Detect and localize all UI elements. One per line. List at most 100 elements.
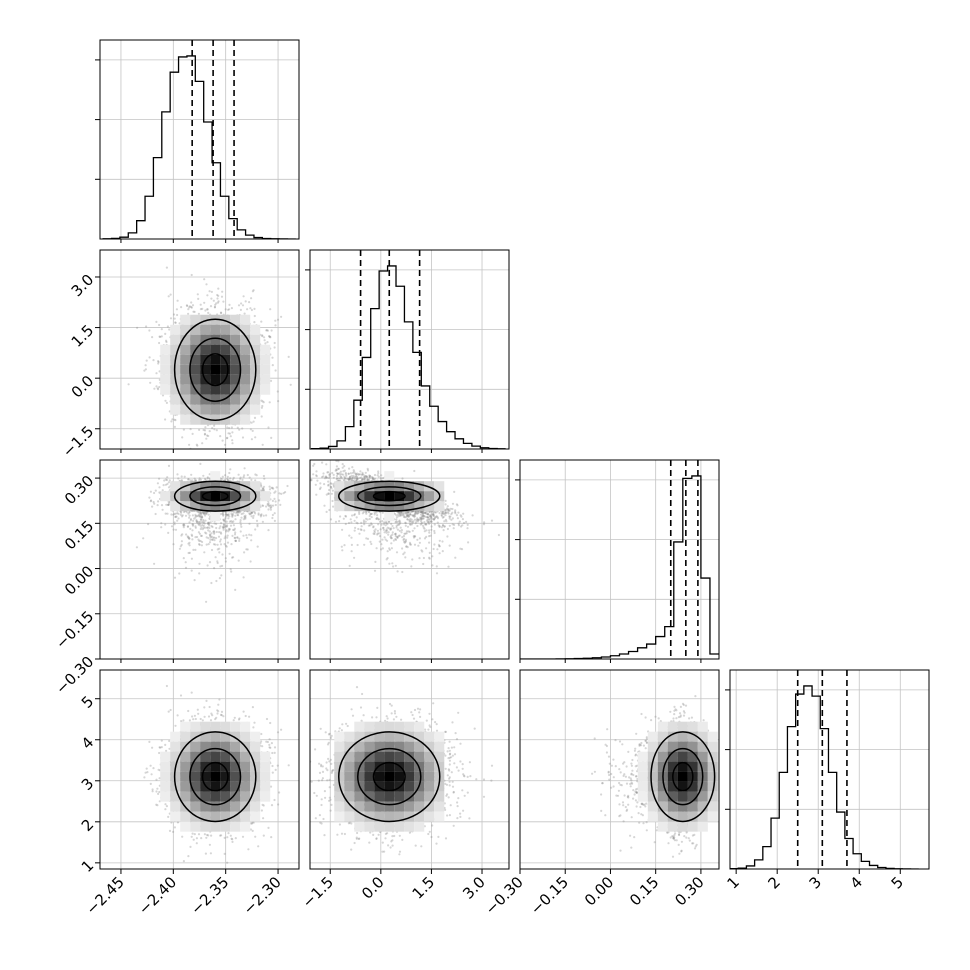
scatter-point: [228, 528, 231, 531]
scatter-point: [153, 502, 156, 505]
scatter-point: [216, 301, 220, 304]
scatter-point: [213, 567, 216, 570]
scatter-point: [148, 496, 151, 499]
scatter-point: [230, 570, 233, 573]
scatter-point: [229, 568, 232, 571]
histogram-bars: [311, 265, 506, 449]
scatter-point: [154, 512, 157, 516]
scatter-point: [256, 525, 259, 528]
scatter-point: [222, 513, 225, 516]
scatter-point: [198, 543, 201, 546]
scatter-point: [176, 313, 179, 317]
scatter-point: [201, 516, 204, 519]
scatter-point: [187, 478, 190, 481]
scatter-point: [191, 523, 194, 526]
scatter-point: [182, 523, 185, 526]
scatter-point: [246, 548, 249, 551]
scatter-point: [192, 310, 195, 313]
scatter-point: [165, 401, 168, 404]
scatter-point: [200, 452, 202, 454]
scatter-point: [270, 329, 273, 332]
density-cell: [240, 404, 251, 415]
scatter-point: [173, 512, 176, 516]
density-cell: [230, 404, 241, 415]
density-cell: [230, 414, 241, 425]
scatter-point: [188, 541, 191, 544]
scatter-point: [231, 431, 234, 434]
scatter-point: [251, 511, 254, 514]
scatter-point: [199, 308, 202, 311]
scatter-point: [251, 290, 254, 293]
scatter-point: [165, 266, 168, 269]
scatter-point: [158, 341, 161, 345]
scatter-point: [164, 418, 167, 421]
density-cell: [200, 334, 211, 345]
scatter-point: [167, 486, 171, 489]
scatter-point: [154, 489, 157, 492]
density-cell: [240, 414, 251, 425]
scatter-point: [158, 370, 161, 373]
scatter-point: [226, 436, 229, 439]
scatter-point: [242, 576, 245, 579]
scatter-point: [174, 419, 177, 422]
scatter-point: [143, 369, 146, 372]
scatter-point: [286, 484, 289, 488]
density-cell: [240, 354, 251, 365]
density-cell: [250, 334, 261, 345]
density-cell: [180, 324, 191, 335]
density-cell: [240, 384, 251, 395]
histogram-panel-0: [95, 39, 300, 243]
scatter-point: [215, 526, 218, 530]
scatter-point: [197, 531, 200, 534]
scatter-point: [239, 477, 242, 480]
scatter-point: [216, 543, 219, 546]
scatter-point: [152, 500, 155, 504]
scatter-point: [208, 430, 211, 433]
scatter-point: [233, 536, 236, 540]
scatter-point: [164, 478, 167, 481]
scatter-point: [145, 325, 148, 328]
density-cell: [190, 404, 201, 415]
scatter-point: [273, 346, 276, 349]
density-cell: [180, 374, 191, 385]
density-cell: [190, 324, 201, 335]
density-cell: [210, 344, 221, 355]
scatter-point: [205, 283, 208, 286]
scatter-point: [198, 562, 201, 565]
scatter-point: [160, 504, 164, 507]
scatter-point: [215, 522, 218, 526]
scatter-point: [190, 301, 193, 304]
scatter-point: [221, 475, 224, 478]
scatter-point: [231, 513, 234, 516]
scatter-point: [204, 426, 207, 429]
density-cell: [170, 324, 181, 335]
scatter-point: [262, 485, 266, 488]
scatter-point: [166, 503, 170, 506]
density-cell: [230, 364, 241, 375]
scatter-point: [242, 512, 245, 515]
scatter-point: [232, 476, 235, 479]
contour-line: [189, 337, 242, 402]
scatter-point: [179, 545, 182, 548]
scatter-point: [164, 483, 167, 486]
scatter-point: [194, 513, 197, 517]
scatter-point: [272, 487, 275, 490]
scatter-point: [193, 477, 196, 480]
scatter-point: [194, 526, 197, 529]
density-cell: [240, 344, 251, 355]
scatter-point: [203, 432, 207, 435]
scatter-point: [198, 520, 202, 524]
scatter-point: [234, 518, 237, 521]
scatter-point: [243, 312, 246, 315]
scatter-point: [239, 530, 242, 533]
scatter-point: [191, 514, 194, 517]
density-cell: [240, 394, 251, 405]
scatter-point: [148, 329, 151, 332]
scatter-point: [228, 432, 231, 435]
scatter-point: [228, 303, 231, 306]
scatter-point: [250, 534, 253, 537]
density-cell: [260, 354, 271, 365]
scatter-point: [215, 579, 218, 583]
scatter-point: [205, 532, 208, 535]
scatter-point: [271, 499, 274, 502]
